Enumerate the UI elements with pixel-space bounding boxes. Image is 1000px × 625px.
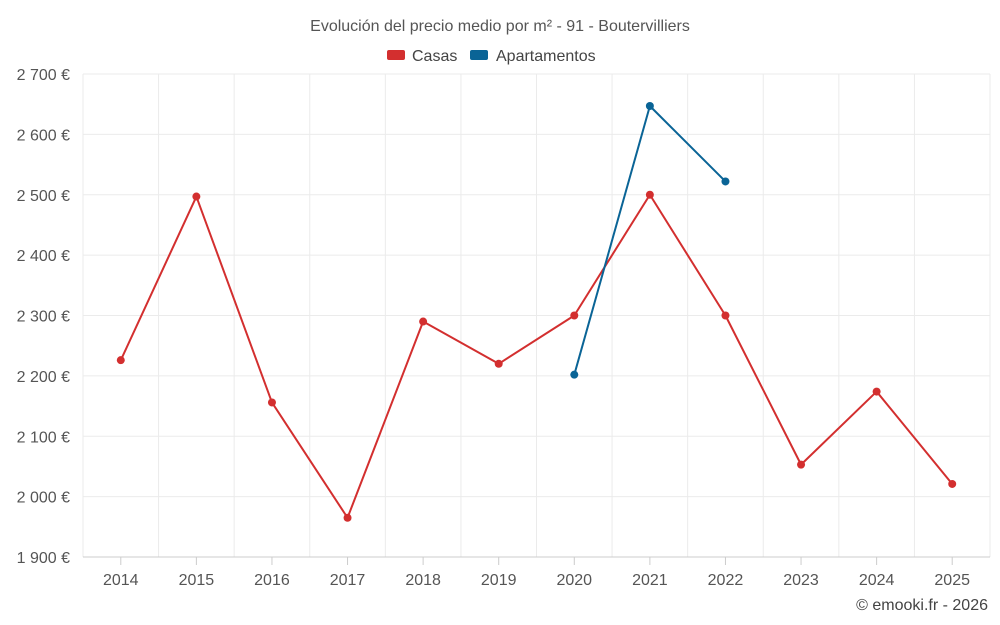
- data-point-casas-2023[interactable]: [797, 460, 806, 469]
- data-point-apartamentos-2021[interactable]: [645, 101, 654, 110]
- series-casas: [116, 190, 957, 522]
- data-point-casas-2022[interactable]: [721, 311, 730, 320]
- legend-swatch-apartamentos: [470, 50, 488, 60]
- legend-item-apartamentos[interactable]: Apartamentos: [470, 48, 596, 65]
- x-tick-label: 2017: [330, 572, 366, 589]
- x-tick-label: 2015: [179, 572, 215, 589]
- legend-label-casas: Casas: [412, 48, 457, 65]
- chart-title: Evolución del precio medio por m² - 91 -…: [310, 18, 690, 35]
- data-point-casas-2019[interactable]: [494, 359, 503, 368]
- y-tick-label: 2 200 €: [17, 369, 70, 386]
- series-line-apartamentos: [573, 105, 727, 376]
- x-tick-label: 2020: [556, 572, 592, 589]
- y-tick-label: 2 400 €: [17, 248, 70, 265]
- data-point-casas-2018[interactable]: [419, 317, 428, 326]
- y-tick-label: 2 300 €: [17, 309, 70, 326]
- data-point-casas-2014[interactable]: [116, 356, 125, 365]
- grid: [82, 73, 991, 557]
- x-tick-label: 2021: [632, 572, 668, 589]
- series-layer: [116, 101, 957, 522]
- legend-item-casas[interactable]: Casas: [387, 48, 457, 65]
- data-point-casas-2017[interactable]: [343, 513, 352, 522]
- x-tick-label: 2023: [783, 572, 819, 589]
- x-tick-label: 2018: [405, 572, 441, 589]
- data-point-casas-2024[interactable]: [872, 387, 881, 396]
- legend-swatch-casas: [387, 50, 405, 60]
- x-axis-labels: 2014 2015 2016 2017 2018 2019 2020 2021 2022 2023…: [103, 572, 970, 589]
- data-point-casas-2025[interactable]: [948, 479, 957, 488]
- y-axis-labels: 1 900 € 2 000 € 2 100 € 2 200 € 2 300 € 2 400…: [17, 67, 70, 567]
- x-tick-label: 2019: [481, 572, 517, 589]
- series-apartamentos: [570, 101, 730, 379]
- x-tick-label: 2014: [103, 572, 139, 589]
- legend[interactable]: Casas Apartamentos: [387, 48, 596, 65]
- x-tick-label: 2024: [859, 572, 895, 589]
- data-point-casas-2020[interactable]: [570, 311, 579, 320]
- data-point-apartamentos-2020[interactable]: [570, 370, 579, 379]
- x-tick-label: 2022: [708, 572, 744, 589]
- data-point-casas-2015[interactable]: [192, 192, 201, 201]
- credit-text: © emooki.fr - 2026: [856, 597, 988, 614]
- y-tick-label: 2 600 €: [17, 127, 70, 144]
- y-tick-label: 1 900 €: [17, 550, 70, 567]
- series-line-casas: [119, 193, 954, 519]
- axes: [83, 556, 990, 565]
- y-tick-label: 2 700 €: [17, 67, 70, 84]
- data-point-casas-2021[interactable]: [645, 190, 654, 199]
- y-tick-label: 2 100 €: [17, 429, 70, 446]
- data-point-apartamentos-2022[interactable]: [721, 177, 730, 186]
- y-tick-label: 2 500 €: [17, 188, 70, 205]
- x-tick-label: 2016: [254, 572, 290, 589]
- y-tick-label: 2 000 €: [17, 490, 70, 507]
- data-point-casas-2016[interactable]: [267, 398, 276, 407]
- legend-label-apartamentos: Apartamentos: [496, 48, 596, 65]
- x-tick-label: 2025: [934, 572, 970, 589]
